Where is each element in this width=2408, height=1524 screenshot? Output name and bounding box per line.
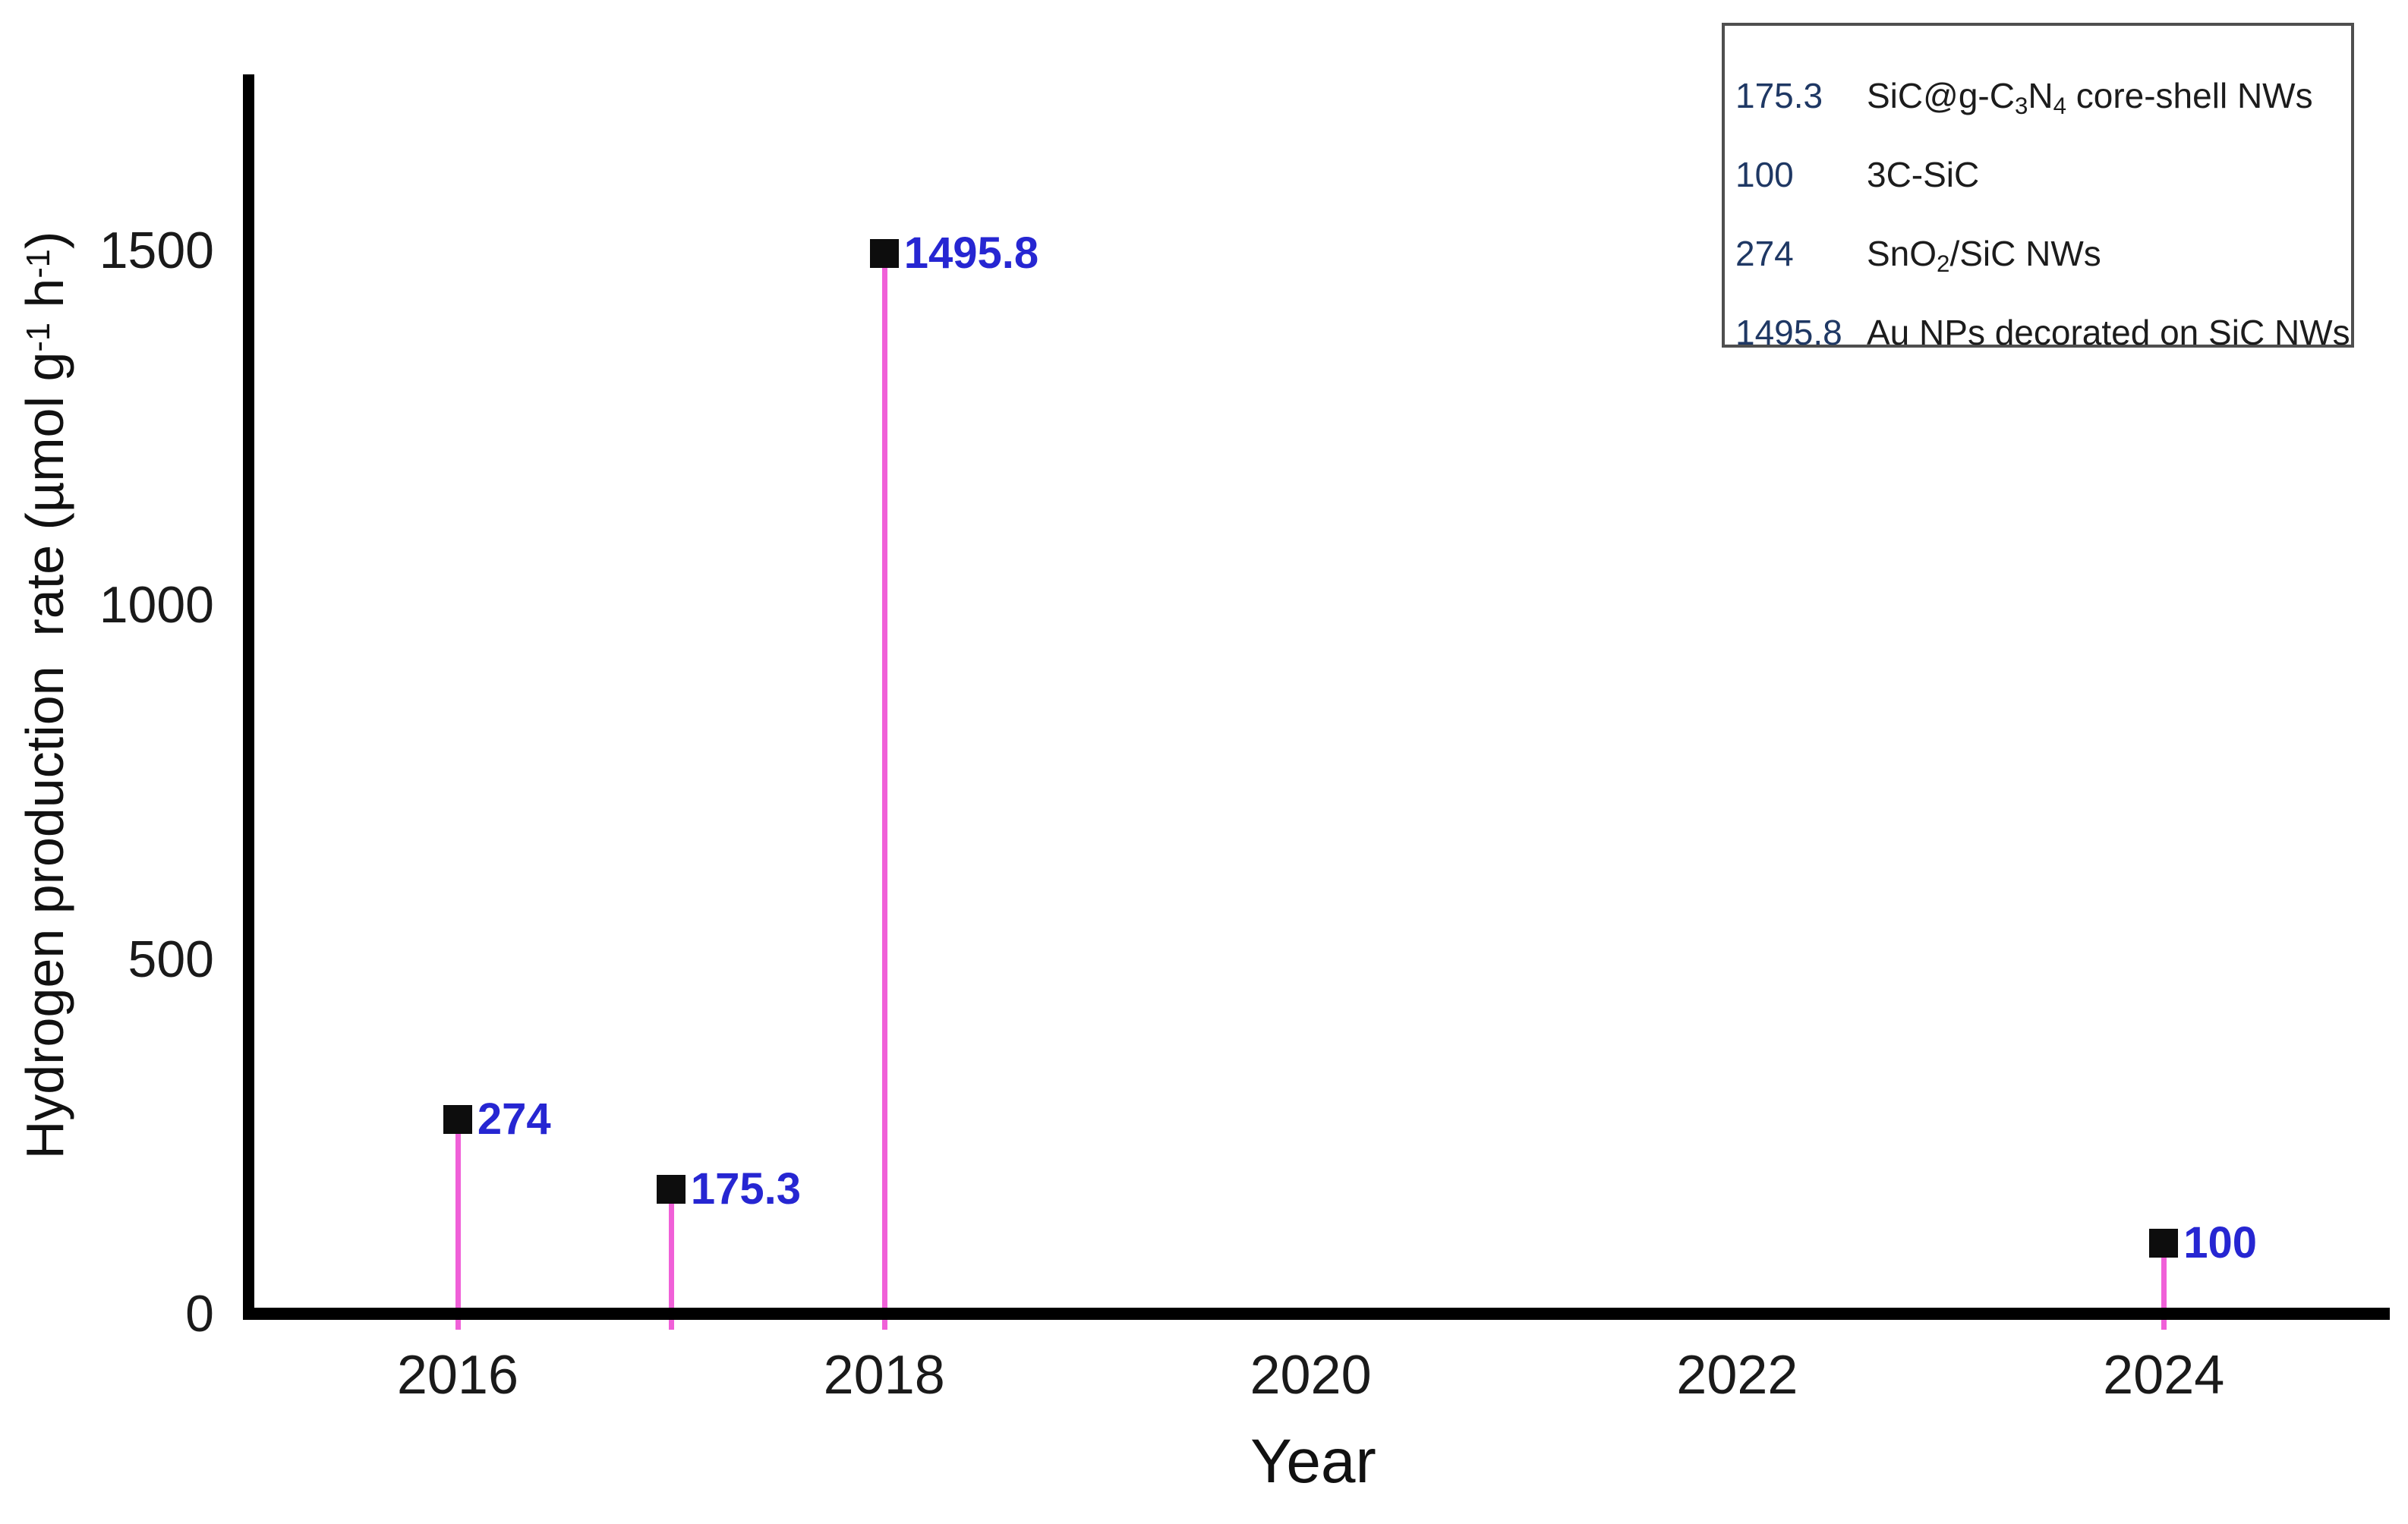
y-tick-label: 1500: [99, 222, 214, 280]
data-point-label: 274: [477, 1094, 551, 1145]
legend-material-name: SnO2/SiC NWs: [1867, 231, 2101, 280]
text-segment: Hydrogen production rate (µmol g: [15, 351, 74, 1160]
y-axis-label: Hydrogen production rate (µmol g-1 h-1): [14, 231, 83, 1160]
legend-box: 175.3 SiC@g-C3N4 core-shell NWs 100 3C-SiC 2…: [1722, 23, 2354, 352]
legend-value: 175.3: [1735, 76, 1823, 115]
legend-material-name: 3C-SiC: [1867, 153, 1979, 197]
text-segment: core-shell NWs: [2066, 76, 2313, 115]
text-segment: h: [15, 278, 74, 323]
subscript-text: 4: [2053, 92, 2066, 119]
data-point-label: 100: [2183, 1217, 2257, 1267]
y-tick-label: 500: [128, 930, 214, 989]
data-point-stem: [455, 1119, 461, 1330]
legend-row: 274 SnO2/SiC NWs: [1735, 231, 2101, 277]
data-point-marker: [656, 1175, 686, 1204]
superscript-text: -1: [20, 323, 57, 352]
data-point-stem: [2161, 1242, 2167, 1330]
text-segment: 3C-SiC: [1867, 155, 1980, 194]
subscript-text: 2: [1937, 250, 1950, 277]
x-tick-label: 2018: [823, 1345, 945, 1406]
data-point-marker: [869, 239, 899, 269]
text-segment: N: [2028, 76, 2053, 115]
data-point-stem: [881, 253, 887, 1330]
legend-value: 274: [1735, 234, 1794, 273]
x-tick-label: 2016: [396, 1345, 518, 1406]
y-tick-label: 1000: [99, 576, 214, 634]
legend-row: 100 3C-SiC: [1735, 153, 1979, 198]
x-tick-label: 2022: [1676, 1345, 1798, 1406]
text-segment: SiC@g-C: [1867, 76, 2015, 115]
data-point-stem: [668, 1189, 674, 1330]
x-tick-label: 2024: [2103, 1345, 2225, 1406]
legend-row: 175.3 SiC@g-C3N4 core-shell NWs: [1735, 74, 2313, 119]
data-point-label: 1495.8: [903, 228, 1039, 279]
legend-material-name: Au NPs decorated on SiC NWs: [1867, 310, 2350, 354]
subscript-text: 3: [2014, 92, 2028, 119]
legend-material-name: SiC@g-C3N4 core-shell NWs: [1867, 74, 2313, 122]
text-segment: SnO: [1867, 234, 1937, 273]
data-point-marker: [2149, 1228, 2179, 1258]
y-tick-label: 0: [185, 1285, 214, 1343]
legend-row: 1495.8 Au NPs decorated on SiC NWs: [1735, 310, 2350, 356]
data-point-label: 175.3: [690, 1164, 801, 1214]
y-axis-line: [243, 74, 254, 1320]
x-tick-label: 2020: [1250, 1345, 1372, 1406]
text-segment: Au NPs decorated on SiC NWs: [1867, 313, 2350, 352]
text-segment: /SiC NWs: [1949, 234, 2101, 273]
x-axis-line: [243, 1308, 2390, 1320]
legend-value: 1495.8: [1735, 313, 1842, 352]
x-axis-label: Year: [1250, 1427, 1376, 1496]
data-point-marker: [443, 1105, 472, 1135]
legend-value: 100: [1735, 155, 1794, 194]
